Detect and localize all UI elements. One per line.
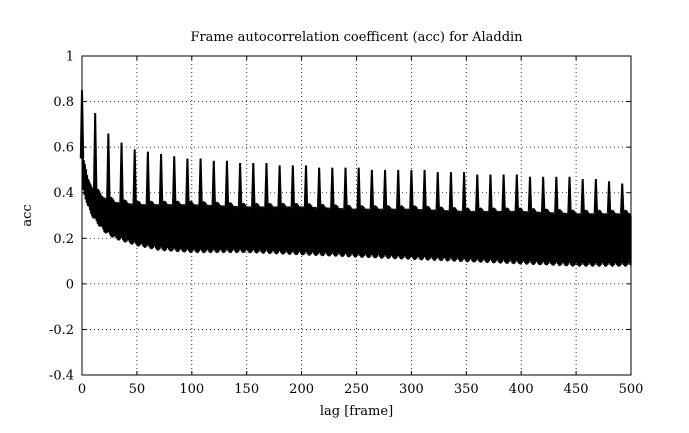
acc-peak [369, 169, 375, 209]
y-tick-label: -0.2 [49, 323, 74, 338]
acc-peak [448, 172, 454, 211]
acc-line [81, 158, 632, 264]
x-axis: 0 50 100 150 200 250 300 350 400 450 500 [78, 56, 644, 397]
x-tick-label: 450 [564, 382, 589, 397]
x-tick-label: 350 [454, 382, 479, 397]
acc-peak [409, 169, 414, 209]
acc-peak [356, 167, 361, 209]
acc-peak [290, 165, 296, 207]
acc-peak [435, 172, 440, 210]
acc-peak [119, 142, 124, 203]
x-tick-label: 400 [509, 382, 534, 397]
chart-title: Frame autocorrelation coefficent (acc) f… [190, 30, 523, 45]
acc-peak [224, 160, 230, 206]
y-axis-label: acc [20, 204, 35, 226]
acc-peak [606, 181, 612, 214]
acc-peak [475, 174, 480, 211]
y-tick-label: 0.8 [53, 95, 74, 110]
acc-peak [303, 165, 309, 207]
acc-peak [540, 176, 546, 212]
y-tick-label: 0.4 [53, 186, 74, 201]
y-tick-label: -0.4 [49, 369, 74, 384]
y-tick-label: 0.2 [53, 232, 74, 247]
y-axis: -0.4 -0.2 0 0.2 0.4 0.6 0.8 1 [49, 50, 631, 384]
acc-peak [330, 167, 335, 208]
x-tick-label: 0 [78, 382, 86, 397]
acc-peak [237, 163, 243, 207]
acc-peak [461, 172, 467, 211]
x-tick-label: 200 [289, 382, 314, 397]
x-axis-label: lag [frame] [320, 404, 393, 419]
acc-peak [343, 167, 348, 209]
acc-peak [316, 167, 322, 208]
acc-peak [198, 158, 203, 205]
acc-peak [554, 176, 559, 213]
acc-peak [422, 169, 427, 210]
x-tick-label: 150 [234, 382, 259, 397]
acc-peak [251, 163, 256, 207]
acc-peak [92, 112, 98, 190]
data-series [79, 90, 632, 267]
acc-peaks [79, 90, 625, 214]
acc-peak [580, 179, 585, 214]
acc-peak [382, 169, 388, 209]
acc-peak [145, 151, 151, 205]
x-tick-label: 100 [179, 382, 204, 397]
acc-peak [158, 153, 164, 205]
acc-peak [593, 179, 599, 214]
y-tick-label: 1 [66, 50, 74, 65]
acc-peak [396, 169, 401, 209]
x-tick-label: 500 [619, 382, 644, 397]
acc-peak [527, 176, 533, 212]
acc-peak [277, 165, 282, 207]
acc-band [81, 156, 632, 267]
y-tick-label: 0.6 [53, 141, 74, 156]
acc-peak [620, 183, 625, 214]
acc-peak [488, 174, 493, 211]
acc-peak [567, 176, 572, 213]
acc-peak [106, 133, 111, 200]
acc-peak [211, 160, 216, 206]
acc-peak [501, 174, 506, 211]
acc-peak [514, 174, 520, 211]
x-tick-label: 300 [399, 382, 424, 397]
x-tick-label: 250 [344, 382, 369, 397]
x-tick-label: 50 [129, 382, 146, 397]
acc-peak [264, 163, 269, 207]
y-tick-label: 0 [66, 277, 74, 292]
acc-peak [185, 158, 190, 205]
acc-peak [132, 149, 137, 204]
acc-peak [172, 156, 177, 205]
